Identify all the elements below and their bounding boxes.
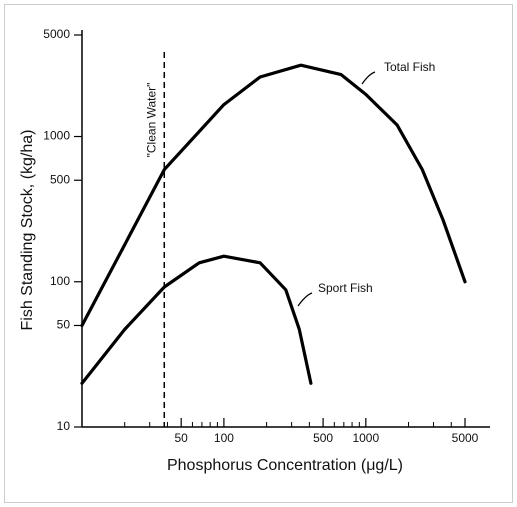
x-tick-label: 5000 (452, 431, 479, 445)
x-axis-title: Phosphorus Concentration (μg/L) (167, 457, 403, 474)
x-tick-label: 500 (313, 431, 333, 445)
y-tick-label: 100 (50, 274, 70, 288)
line (80, 254, 313, 385)
label-leader (361, 71, 376, 85)
annotation: "Clean Water" (144, 83, 158, 158)
line (80, 63, 467, 328)
y-tick-label: 1000 (43, 129, 70, 143)
frame (4, 4, 513, 503)
y-tick-label: 50 (57, 318, 71, 332)
y-axis-title: Fish Standing Stock, (kg/ha) (19, 130, 36, 331)
label-leader (297, 292, 313, 307)
y-tick-label: 10 (57, 419, 71, 433)
series-label: Sport Fish (318, 281, 373, 295)
y-tick-label: 500 (50, 172, 70, 186)
x-tick-label: 100 (214, 431, 234, 445)
x-tick-label: 1000 (352, 431, 379, 445)
y-tick-label: 5000 (43, 27, 70, 41)
series-label: Total Fish (384, 60, 435, 74)
x-tick-label: 50 (175, 431, 189, 445)
